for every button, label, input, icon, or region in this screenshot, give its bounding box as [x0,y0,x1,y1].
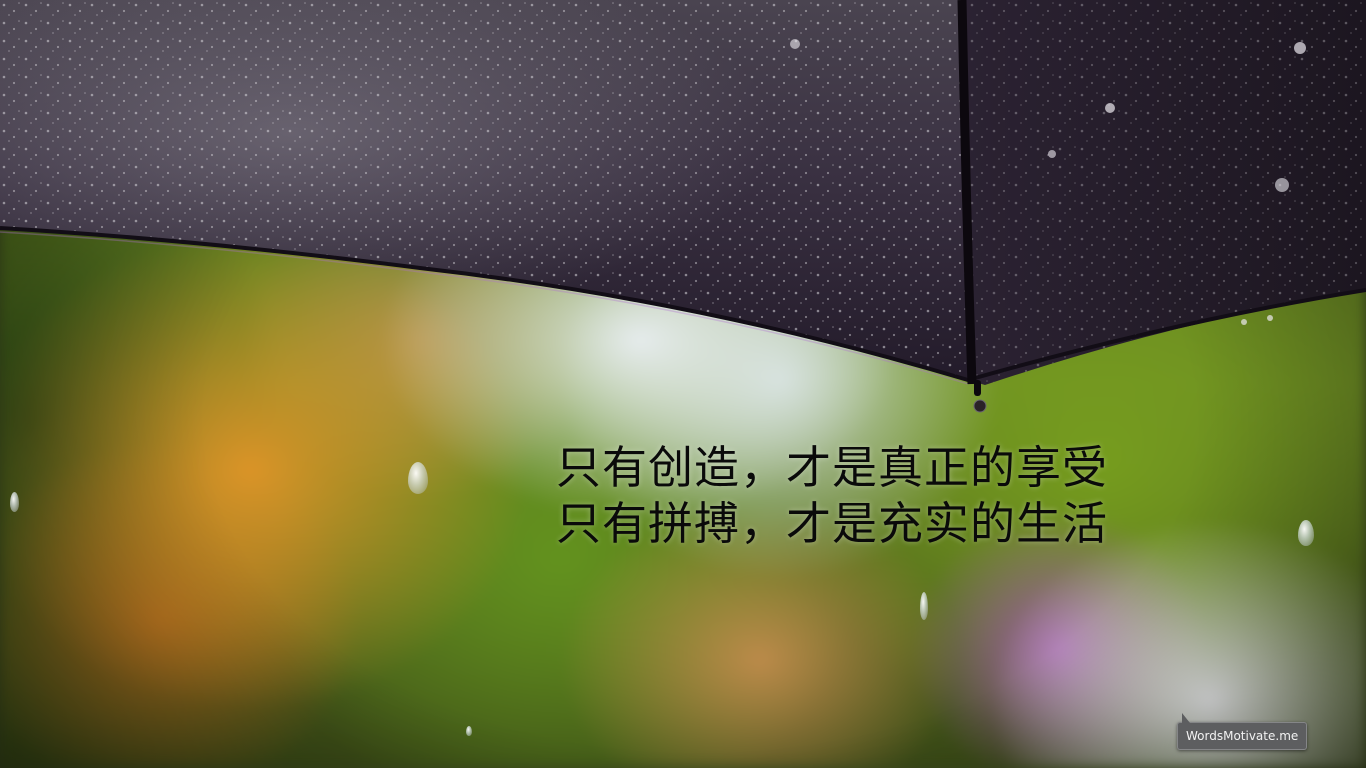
motivational-quote: 只有创造，才是真正的享受 只有拼搏，才是充实的生活 [556,440,1196,552]
umbrella-rim [0,226,1366,383]
raindrop [1298,520,1314,546]
umbrella [0,0,1366,413]
umbrella-tip [974,380,981,396]
quote-line-1: 只有创造，才是真正的享受 [556,441,1109,494]
watermark-label: WordsMotivate.me [1186,729,1299,743]
watermark-badge: WordsMotivate.me [1177,713,1308,750]
raindrop [920,592,928,620]
raindrop [408,462,428,494]
umbrella-rib [957,0,977,385]
raindrop [10,492,19,512]
raindrop [466,726,472,736]
watermark-tab-icon [1182,713,1190,723]
quote-line-2: 只有拼搏，才是充实的生活 [556,497,1109,550]
tip-drop-icon [973,399,987,413]
